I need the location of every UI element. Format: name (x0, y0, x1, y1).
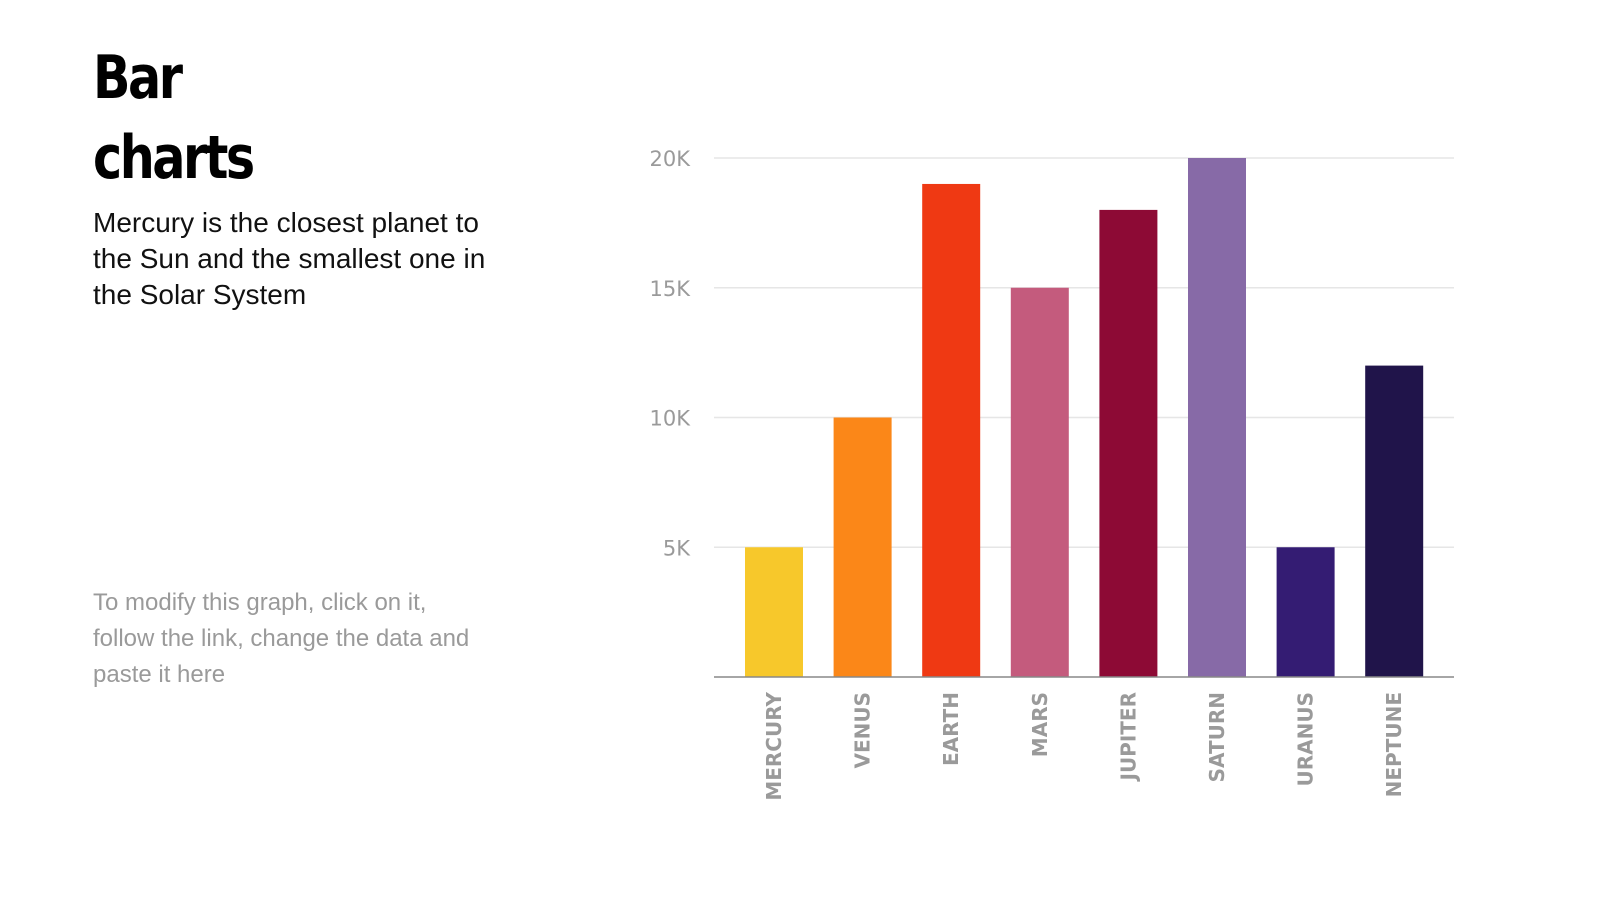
bar-uranus (1276, 547, 1335, 677)
bar-saturn (1188, 158, 1246, 677)
bar-neptune (1365, 365, 1424, 677)
x-tick-label: NEPTUNE (1382, 692, 1406, 797)
bar-mercury (745, 547, 803, 677)
x-tick-label: URANUS (1294, 692, 1318, 787)
x-tick-label: VENUS (851, 692, 875, 769)
slide-subtitle: Mercury is the closest planet to the Sun… (93, 207, 486, 310)
y-tick-label: 5K (663, 536, 691, 560)
bar-venus (833, 417, 892, 677)
bar-mars (1010, 287, 1069, 677)
y-tick-label: 15K (650, 277, 692, 301)
y-tick-label: 20K (650, 147, 692, 171)
x-tick-label: MERCURY (762, 691, 786, 800)
x-tick-label: EARTH (939, 692, 963, 766)
instruction-note: To modify this graph, click on it, follo… (93, 589, 470, 688)
bar-earth (922, 183, 981, 677)
x-tick-label: SATURN (1205, 692, 1229, 782)
bar-jupiter (1099, 209, 1158, 677)
y-tick-label: 10K (650, 407, 692, 431)
x-tick-label: MARS (1028, 692, 1052, 757)
x-tick-label: JUPITER (1116, 692, 1140, 783)
slide-title: Bar charts (93, 43, 255, 193)
